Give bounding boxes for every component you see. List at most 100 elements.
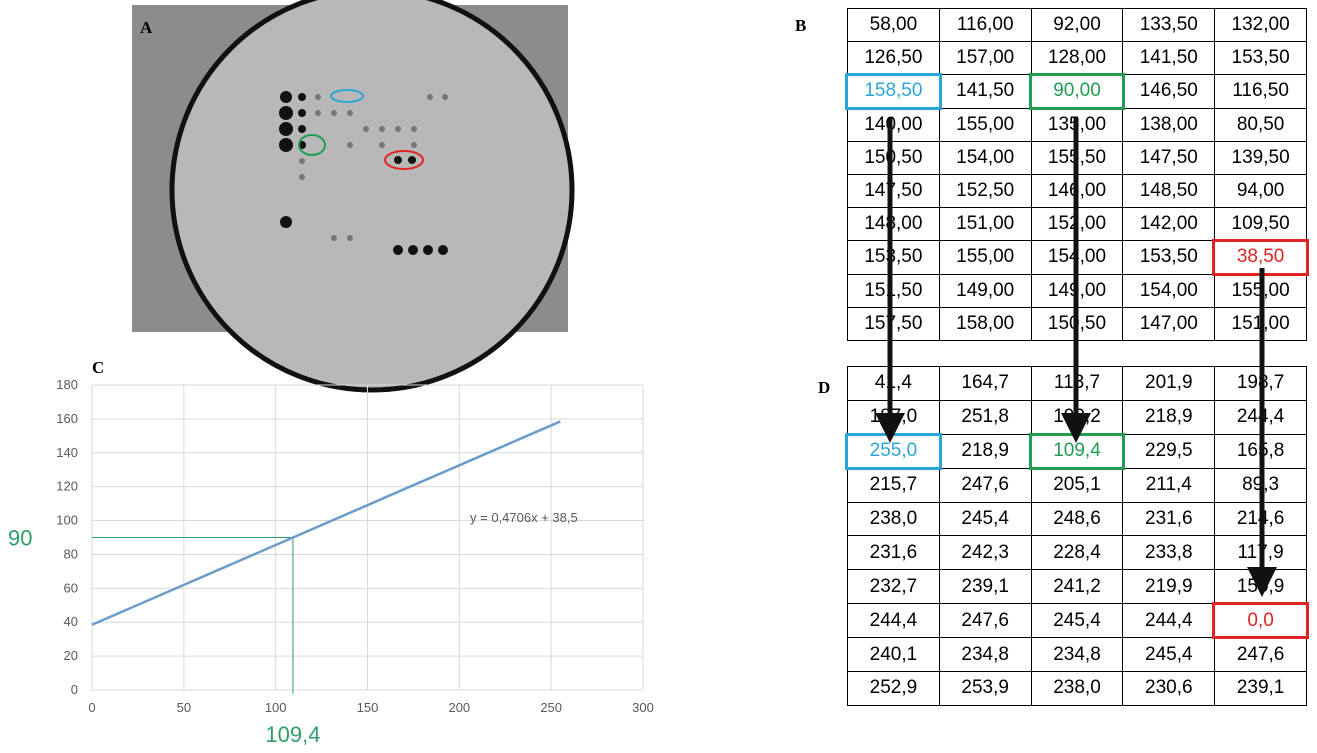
cell: 158,50: [845, 73, 942, 110]
cell-text: 231,6: [869, 541, 918, 563]
cell: 109,50: [1214, 207, 1307, 242]
cell: 247,6: [938, 467, 1032, 503]
cell-text: 228,4: [1053, 541, 1101, 563]
cell-text: 150,9: [1236, 575, 1285, 597]
panel-label: D: [818, 378, 831, 397]
cell-text: 113,7: [1053, 372, 1101, 394]
guide-label: 90: [8, 526, 32, 551]
cell-text: 218,9: [1145, 406, 1193, 428]
cell-text: 247,6: [961, 474, 1009, 496]
cell-text: 38,50: [1236, 246, 1285, 268]
cell-text: 150,50: [864, 146, 923, 168]
cell: 89,3: [1214, 467, 1307, 503]
cell: 214,6: [1214, 501, 1307, 537]
cell: 142,00: [1122, 207, 1216, 242]
cell-text: 146,00: [1047, 180, 1107, 202]
x-tick-label: 100: [265, 700, 287, 715]
cell-text: 244,4: [1236, 406, 1285, 428]
cell: 253,9: [938, 671, 1032, 706]
cell-text: 153,50: [1231, 47, 1290, 69]
cell-text: 247,6: [1236, 643, 1285, 665]
cell-text: 116,00: [956, 14, 1014, 36]
row: 240,1 234,8 234,8 245,4 247,6: [847, 637, 1307, 673]
row: 148,00 151,00 152,00 142,00 109,50: [847, 207, 1307, 242]
cell: 247,6: [1214, 637, 1307, 673]
cell: 148,00: [847, 207, 940, 242]
cell-text: 142,00: [1139, 213, 1198, 235]
cell-text: 215,7: [869, 474, 918, 496]
cell: 150,9: [1214, 569, 1307, 605]
cell: 201,9: [1122, 366, 1216, 401]
cell-text: 233,8: [1145, 541, 1193, 563]
cell: 244,4: [847, 603, 940, 639]
cell: 141,50: [938, 74, 1032, 109]
cell-text: 141,50: [1139, 47, 1198, 69]
highlight: [1212, 602, 1309, 640]
photo: [132, 0, 575, 393]
cell: 229,5: [1122, 433, 1216, 469]
y-tick-label: 40: [64, 614, 78, 629]
cell: 233,8: [1122, 535, 1216, 571]
cell: 38,50: [1212, 239, 1309, 276]
cell: 157,50: [847, 306, 940, 341]
x-tick-label: 250: [540, 700, 562, 715]
cell: 150,50: [1030, 306, 1124, 341]
cell: 153,50: [1214, 41, 1307, 76]
cell: 152,00: [1030, 207, 1124, 242]
cell-text: 219,9: [1145, 575, 1193, 597]
x-tick-label: 300: [632, 700, 654, 715]
cell: 141,50: [1122, 41, 1216, 76]
cell-text: 151,00: [1231, 312, 1290, 334]
row: 58,00 116,00 92,00 133,50 132,00: [847, 7, 1307, 43]
cell-text: 139,50: [1231, 146, 1290, 168]
cell-text: 165,8: [1236, 440, 1285, 462]
cell: 146,00: [1030, 173, 1124, 209]
cell: 116,50: [1214, 74, 1307, 109]
cell: 117,9: [1214, 535, 1307, 571]
cell: 230,6: [1122, 671, 1216, 706]
cell-text: 245,4: [961, 508, 1009, 529]
cell: 164,7: [938, 366, 1032, 401]
cell: 92,00: [1030, 7, 1124, 43]
cell-text: 89,3: [1242, 474, 1280, 496]
cell: 116,00: [938, 7, 1032, 43]
cell: 90,00: [1028, 73, 1126, 110]
cell: 147,50: [1122, 140, 1216, 175]
cell-text: 152,00: [1047, 213, 1107, 235]
y-tick-label: 0: [71, 682, 78, 697]
cell: 187,0: [847, 399, 940, 435]
y-tick-label: 60: [64, 580, 78, 595]
cell: 248,6: [1030, 501, 1124, 537]
cell-text: 205,1: [1053, 474, 1101, 496]
cell-text: 232,7: [869, 575, 918, 597]
cell: 251,8: [938, 399, 1032, 435]
cell-text: 247,6: [961, 609, 1009, 631]
cell-text: 187,0: [869, 406, 918, 428]
row: 231,6 242,3 228,4 233,8 117,9: [847, 535, 1307, 571]
cell-text: 90,00: [1053, 80, 1101, 102]
cell-text: 234,8: [961, 643, 1009, 665]
cell-text: 149,00: [956, 279, 1015, 301]
cell: 255,0: [845, 432, 942, 470]
cell-text: 241,2: [1053, 575, 1101, 597]
row: 244,4 247,6 245,4 244,4 0,0: [847, 602, 1309, 640]
cell: 198,7: [1214, 366, 1307, 401]
cell-text: 140,00: [864, 113, 923, 135]
cell: 155,00: [938, 107, 1032, 142]
row: 187,0 251,8 190,2 218,9 244,4: [847, 399, 1307, 435]
cell-text: 190,2: [1053, 406, 1101, 428]
cell: 231,6: [847, 535, 940, 571]
cell: 234,8: [1030, 637, 1124, 673]
cell-text: 230,6: [1145, 677, 1193, 699]
cell: 154,00: [1030, 240, 1124, 275]
cell-text: 211,4: [1145, 474, 1192, 496]
row: 150,50 154,00 155,50 147,50 139,50: [847, 140, 1307, 175]
cell: 205,1: [1030, 467, 1124, 503]
cell-text: 214,6: [1236, 508, 1285, 529]
row: 158,50 141,50 90,00 146,50 116,50: [845, 73, 1307, 110]
row: 252,9 253,9 238,0 230,6 239,1: [847, 671, 1307, 706]
cell: 133,50: [1122, 7, 1216, 43]
cell-text: 239,1: [961, 575, 1009, 597]
